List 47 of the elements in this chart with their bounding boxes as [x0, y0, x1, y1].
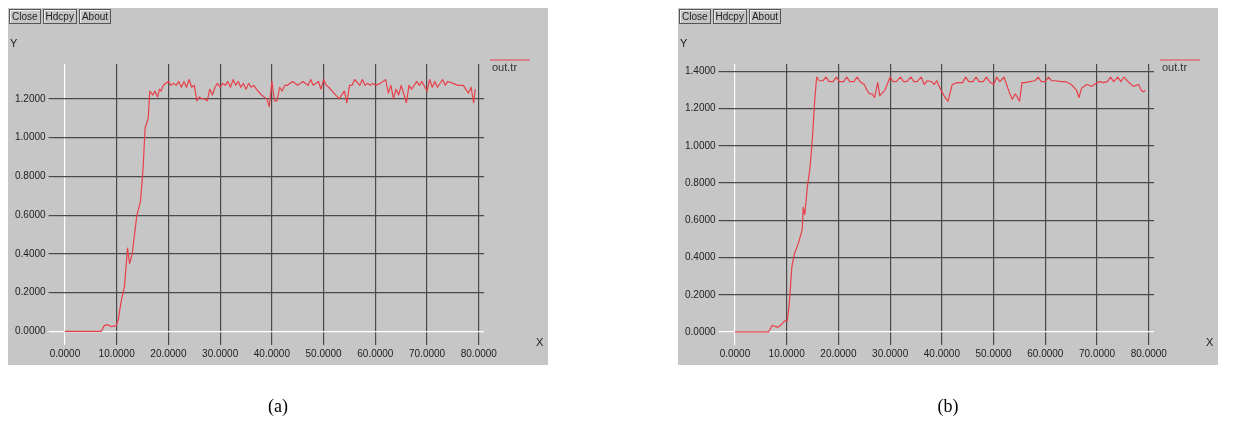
- y-tick-label: 0.8000: [14, 170, 47, 182]
- y-tick-label: 0.4000: [684, 251, 717, 263]
- y-tick-label: 1.0000: [684, 139, 717, 151]
- y-axis-title: Y: [680, 36, 688, 49]
- text: (b): [936, 396, 960, 417]
- x-tick-label: 40.0000: [923, 347, 961, 359]
- y-tick-label: 0.0000: [14, 325, 47, 337]
- x-tick-label: 0.0000: [719, 347, 751, 359]
- legend-label: out.tr: [492, 60, 518, 73]
- legend-label: out.tr: [1162, 60, 1188, 73]
- x-tick-label: 30.0000: [202, 347, 239, 359]
- x-tick-label: 50.0000: [305, 347, 343, 359]
- x-tick-label: 40.0000: [253, 347, 291, 359]
- x-tick-label: 0.0000: [49, 347, 81, 359]
- text: Hdcpy: [712, 9, 747, 24]
- text: About: [78, 9, 112, 24]
- text: (a): [267, 396, 289, 417]
- y-tick-label: 1.2000: [14, 92, 47, 104]
- y-tick-label: 1.2000: [684, 102, 717, 114]
- y-tick-label: 1.4000: [684, 65, 717, 77]
- x-tick-label: 10.0000: [98, 347, 136, 359]
- text: Hdcpy: [42, 9, 77, 24]
- x-tick-label: 20.0000: [820, 347, 857, 359]
- y-tick-label: 0.2000: [14, 286, 47, 298]
- text: About: [748, 9, 782, 24]
- x-tick-label: 60.0000: [357, 347, 394, 359]
- text: Close: [679, 9, 711, 24]
- x-tick-label: 80.0000: [1130, 347, 1168, 359]
- y-tick-label: 0.6000: [684, 214, 717, 226]
- x-tick-label: 30.0000: [872, 347, 909, 359]
- y-tick-label: 0.4000: [14, 247, 47, 259]
- y-tick-label: 0.2000: [684, 288, 717, 300]
- y-tick-label: 0.8000: [684, 176, 717, 188]
- y-tick-label: 0.0000: [684, 325, 717, 337]
- y-axis-title: Y: [10, 36, 18, 49]
- y-tick-label: 0.6000: [14, 208, 47, 220]
- x-tick-label: 60.0000: [1027, 347, 1064, 359]
- x-tick-label: 70.0000: [1079, 347, 1116, 359]
- x-tick-label: 20.0000: [150, 347, 187, 359]
- x-tick-label: 80.0000: [460, 347, 498, 359]
- x-tick-label: 10.0000: [768, 347, 806, 359]
- x-axis-title: X: [1206, 336, 1214, 349]
- y-tick-label: 1.0000: [14, 131, 47, 143]
- x-tick-label: 50.0000: [975, 347, 1013, 359]
- x-axis-title: X: [536, 336, 544, 349]
- x-tick-label: 70.0000: [409, 347, 446, 359]
- text: Close: [9, 9, 41, 24]
